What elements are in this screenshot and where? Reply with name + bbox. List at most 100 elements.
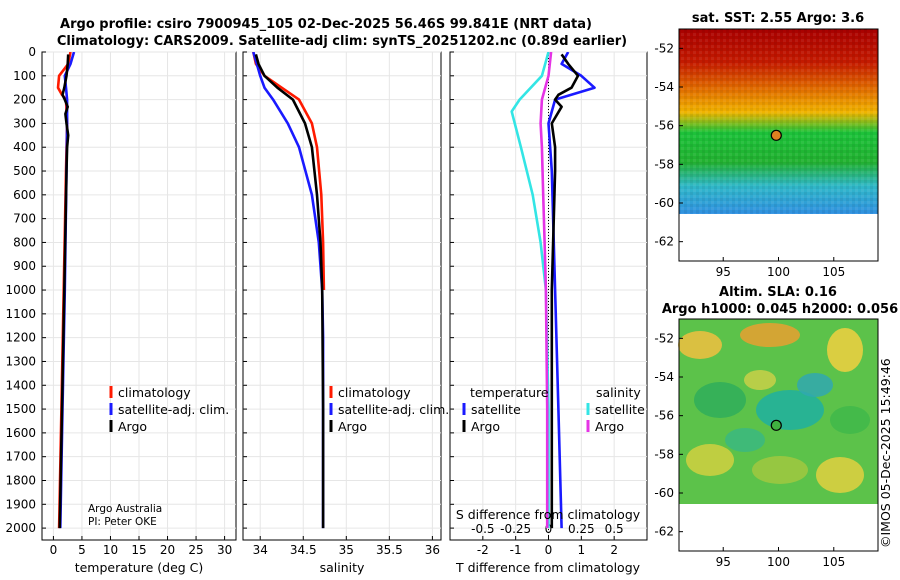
- sla-map-title-line1: Altim. SLA: 0.16: [719, 285, 837, 300]
- sla-anomaly-patch: [744, 370, 776, 390]
- sst-map: 95 100 105 -52 -54 -56 -58 -60 -62: [654, 28, 879, 279]
- map-x-tick-label: 105: [822, 555, 845, 569]
- sla-map: 95 100 105 -52 -54 -56 -58 -60 -62: [654, 318, 879, 569]
- depth-tick-label: 1500: [5, 402, 36, 416]
- depth-tick-label: 500: [13, 164, 36, 178]
- sla-map-ticks: 95 100 105 -52 -54 -56 -58 -60 -62: [654, 331, 845, 569]
- legend-title-salinity: salinity: [596, 385, 641, 400]
- depth-tick-label: 100: [13, 69, 36, 83]
- depth-tick-label: 1700: [5, 450, 36, 464]
- sla-anomaly-patch: [725, 428, 765, 452]
- map-y-tick-label: -52: [654, 331, 674, 345]
- legend-label-s-satellite: satellite: [595, 402, 645, 417]
- depth-tick-label: 1400: [5, 378, 36, 392]
- x-tick-label: 34: [253, 543, 268, 557]
- map-x-tick-label: 95: [716, 265, 731, 279]
- x-tick-label: 25: [188, 543, 203, 557]
- credit-line2: PI: Peter OKE: [88, 516, 157, 528]
- sla-anomaly-patch: [756, 390, 824, 430]
- difference-top-x-ticks: -0.5-0.2500.250.5: [471, 522, 624, 536]
- legend-label-climatology: climatology: [338, 385, 411, 400]
- map-y-tick-label: -54: [654, 80, 674, 94]
- map-y-tick-label: -54: [654, 370, 674, 384]
- map-y-tick-label: -60: [654, 196, 674, 210]
- depth-tick-label: 0: [28, 45, 36, 59]
- legend-label-t-satellite: satellite: [471, 402, 521, 417]
- salinity-plot-frame: [242, 51, 442, 541]
- temperature-axis-label: temperature (deg C): [75, 560, 204, 575]
- map-y-tick-label: -60: [654, 486, 674, 500]
- top-x-tick-label: 0.5: [605, 522, 624, 536]
- depth-tick-label: 400: [13, 140, 36, 154]
- sla-anomaly-patch: [816, 457, 864, 493]
- x-tick-label: 20: [160, 543, 175, 557]
- x-tick-label: 36: [425, 543, 440, 557]
- temperature-legend: climatology satellite-adj. clim. Argo: [109, 385, 229, 434]
- depth-tick-label: 1300: [5, 354, 36, 368]
- timestamp-watermark: ©IMOS 05-Dec-2025 15:49:46: [878, 358, 893, 548]
- depth-tick-label: 300: [13, 116, 36, 130]
- sla-anomaly-patch: [740, 323, 800, 347]
- difference-x-ticks: -2 -1 0 1 2: [477, 536, 618, 557]
- legend-label-argo: Argo: [118, 419, 147, 434]
- temperature-x-ticks: 0 5 10 15 20 25 30: [50, 536, 232, 557]
- salinity-x-ticks: 34 34.5 35 35.5 36: [253, 536, 440, 557]
- sla-anomaly-patch: [694, 382, 746, 418]
- salinity-legend: climatology satellite-adj. clim. Argo: [329, 385, 449, 434]
- legend-title-temperature: temperature: [470, 385, 549, 400]
- x-tick-label: 34.5: [290, 543, 317, 557]
- map-y-tick-label: -56: [654, 119, 674, 133]
- legend-label-climatology: climatology: [118, 385, 191, 400]
- depth-tick-label: 900: [13, 259, 36, 273]
- x-tick-label: 10: [103, 543, 118, 557]
- x-tick-label: 1: [578, 543, 586, 557]
- depth-tick-label: 700: [13, 212, 36, 226]
- map-y-tick-label: -62: [654, 235, 674, 249]
- x-tick-label: 2: [610, 543, 618, 557]
- depth-tick-label: 1800: [5, 473, 36, 487]
- map-x-tick-label: 105: [822, 265, 845, 279]
- map-y-tick-label: -58: [654, 157, 674, 171]
- difference-top-axis-label: S difference from climatology: [456, 507, 641, 522]
- top-x-tick-label: -0.5: [471, 522, 494, 536]
- sla-anomaly-patch: [827, 328, 863, 372]
- depth-tick-label: 2000: [5, 521, 36, 535]
- depth-tick-labels: 0 100 200 300 400 500 600 700 800 900 1000 1100 1200…: [5, 45, 36, 535]
- legend-label-s-argo: Argo: [595, 419, 624, 434]
- series-line-argo: [254, 54, 325, 529]
- depth-tick-label: 1900: [5, 497, 36, 511]
- x-tick-label: 0: [545, 543, 553, 557]
- legend-label-satellite: satellite-adj. clim.: [118, 402, 229, 417]
- map-y-tick-label: -58: [654, 447, 674, 461]
- depth-tick-label: 800: [13, 235, 36, 249]
- salinity-axis-label: salinity: [320, 560, 365, 575]
- sla-anomaly-patch: [752, 456, 808, 484]
- credit-line1: Argo Australia: [88, 503, 162, 515]
- figure-title-line2: Climatology: CARS2009. Satellite-adj cli…: [57, 34, 627, 49]
- sla-anomaly-patch: [678, 331, 722, 359]
- argo-position-marker: [770, 419, 782, 431]
- sla-anomaly-patch: [797, 373, 833, 397]
- depth-tick-label: 1100: [5, 307, 36, 321]
- series-line-argo: [58, 54, 70, 529]
- depth-tick-label: 1000: [5, 283, 36, 297]
- sla-field-anomalies: [678, 323, 870, 493]
- x-tick-label: 30: [217, 543, 232, 557]
- map-y-tick-label: -56: [654, 409, 674, 423]
- difference-series: [510, 52, 596, 529]
- sst-map-title: sat. SST: 2.55 Argo: 3.6: [692, 11, 864, 26]
- salinity-series: [252, 52, 326, 529]
- sla-map-title-line2: Argo h1000: 0.045 h2000: 0.056: [662, 302, 898, 317]
- sla-anomaly-patch: [830, 406, 870, 434]
- x-tick-label: -1: [510, 543, 522, 557]
- x-tick-label: 35.5: [376, 543, 403, 557]
- legend-label-t-argo: Argo: [471, 419, 500, 434]
- legend-label-satellite: satellite-adj. clim.: [338, 402, 449, 417]
- x-tick-label: 35: [339, 543, 354, 557]
- map-x-tick-label: 100: [767, 555, 790, 569]
- map-x-tick-label: 100: [767, 265, 790, 279]
- x-tick-label: 0: [50, 543, 58, 557]
- series-line-t-argo: [550, 53, 580, 529]
- sla-anomaly-patch: [686, 444, 734, 476]
- sst-map-ticks: 95 100 105 -52 -54 -56 -58 -60 -62: [654, 41, 845, 279]
